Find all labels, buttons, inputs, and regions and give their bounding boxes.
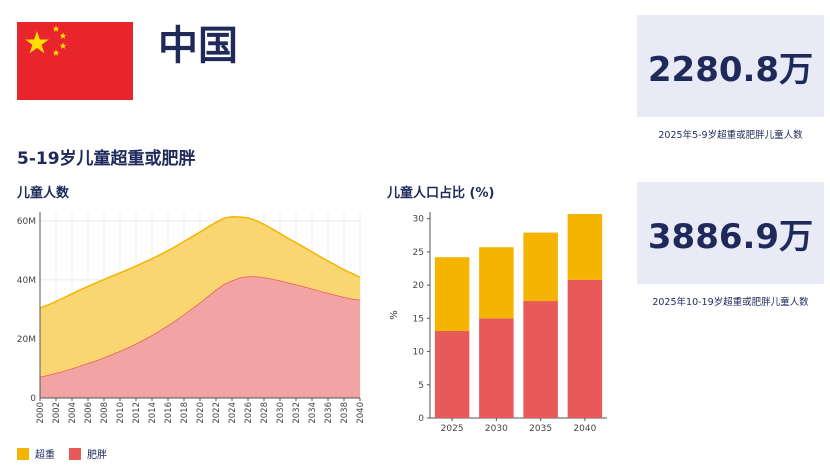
bar-segment-1 (567, 213, 603, 280)
bar-segment-0 (567, 279, 603, 418)
bar-x-tick-label: 2035 (529, 424, 552, 434)
bar-segment-1 (523, 232, 558, 302)
flag-big-star (25, 31, 49, 54)
flag-small-star (52, 49, 60, 56)
flag-small-star (52, 25, 60, 32)
x-tick-label: 2024 (228, 402, 238, 424)
x-tick-label: 2022 (212, 402, 222, 424)
stat-value-5-9: 2280.8万 (647, 49, 814, 90)
x-tick-label: 2014 (148, 402, 158, 424)
bar-segment-0 (523, 301, 558, 418)
stat-value-10-19: 3886.9万 (647, 216, 814, 257)
legend-item-obese: 肥胖 (69, 446, 107, 461)
x-tick-label: 2032 (292, 402, 302, 424)
x-tick-label: 2018 (180, 402, 190, 424)
x-tick-label: 2026 (244, 402, 254, 424)
area-chart: 0 20M 40M 60M 2000 2002 2004 2006 2008 2010 2012 20… (17, 212, 366, 424)
bar-y-axis-label: % (389, 310, 400, 320)
bar-y-tick-label: 25 (413, 248, 424, 258)
flag-field (17, 22, 133, 100)
bar-x-tick-label: 2040 (573, 424, 596, 434)
y-tick-label: 0 (30, 394, 36, 404)
x-tick-label: 2040 (356, 402, 366, 424)
china-flag (17, 22, 133, 100)
bar-chart-title: 儿童人口占比 (%) (387, 186, 495, 201)
x-tick-label: 2002 (52, 402, 62, 424)
x-tick-label: 2004 (68, 402, 78, 424)
bar-y-tick-label: 30 (413, 215, 425, 225)
stat-caption-5-9: 2025年5-9岁超重或肥胖儿童人数 (658, 130, 803, 141)
x-tick-label: 2020 (196, 402, 206, 424)
area-series-line-1 (39, 215, 361, 309)
bar-segment-0 (479, 318, 514, 418)
x-tick-label: 2010 (116, 402, 126, 424)
legend-item-overweight: 超重 (17, 446, 55, 461)
x-tick-label: 2028 (260, 402, 270, 424)
x-tick-label: 2036 (324, 402, 334, 424)
flag-small-star (59, 32, 67, 39)
legend-label-obese: 肥胖 (87, 450, 107, 461)
bar-y-tick-label: 5 (418, 381, 424, 391)
section-title: 5-19岁儿童超重或肥胖 (17, 149, 196, 169)
y-tick-label: 60M (17, 217, 36, 227)
flag-small-star (59, 42, 67, 49)
bar-segment-1 (479, 247, 514, 319)
x-tick-label: 2016 (164, 402, 174, 424)
x-tick-label: 2034 (308, 402, 318, 424)
area-series-1 (40, 216, 360, 377)
legend-label-overweight: 超重 (35, 450, 55, 461)
country-name: 中国 (158, 23, 238, 69)
x-tick-label: 2012 (132, 402, 142, 424)
area-series-0 (40, 276, 360, 398)
bar-x-tick-label: 2030 (485, 424, 508, 434)
bar-segment-0 (434, 330, 470, 418)
y-tick-label: 20M (17, 335, 36, 345)
stat-caption-10-19: 2025年10-19岁超重或肥胖儿童人数 (652, 297, 809, 308)
x-tick-label: 2000 (36, 402, 46, 424)
x-tick-label: 2030 (276, 402, 286, 424)
bar-y-tick-label: 10 (413, 348, 425, 358)
bar-y-tick-label: 0 (418, 414, 424, 424)
y-tick-label: 40M (17, 276, 36, 286)
x-tick-label: 2038 (340, 402, 350, 424)
legend-swatch-obese (69, 447, 81, 460)
stat-box-10-19: 3886.9万 (637, 182, 824, 284)
bar-x-tick-label: 2025 (441, 424, 464, 434)
bar-y-tick-label: 20 (413, 281, 425, 291)
bar-segment-1 (434, 257, 470, 331)
x-tick-label: 2006 (84, 402, 94, 424)
legend-swatch-overweight (17, 447, 29, 460)
chart-legend: 超重 肥胖 (17, 446, 121, 461)
x-tick-label: 2008 (100, 402, 110, 424)
area-chart-title: 儿童人数 (17, 186, 70, 201)
bar-y-tick-label: 15 (413, 314, 424, 324)
stat-box-5-9: 2280.8万 (637, 15, 824, 117)
